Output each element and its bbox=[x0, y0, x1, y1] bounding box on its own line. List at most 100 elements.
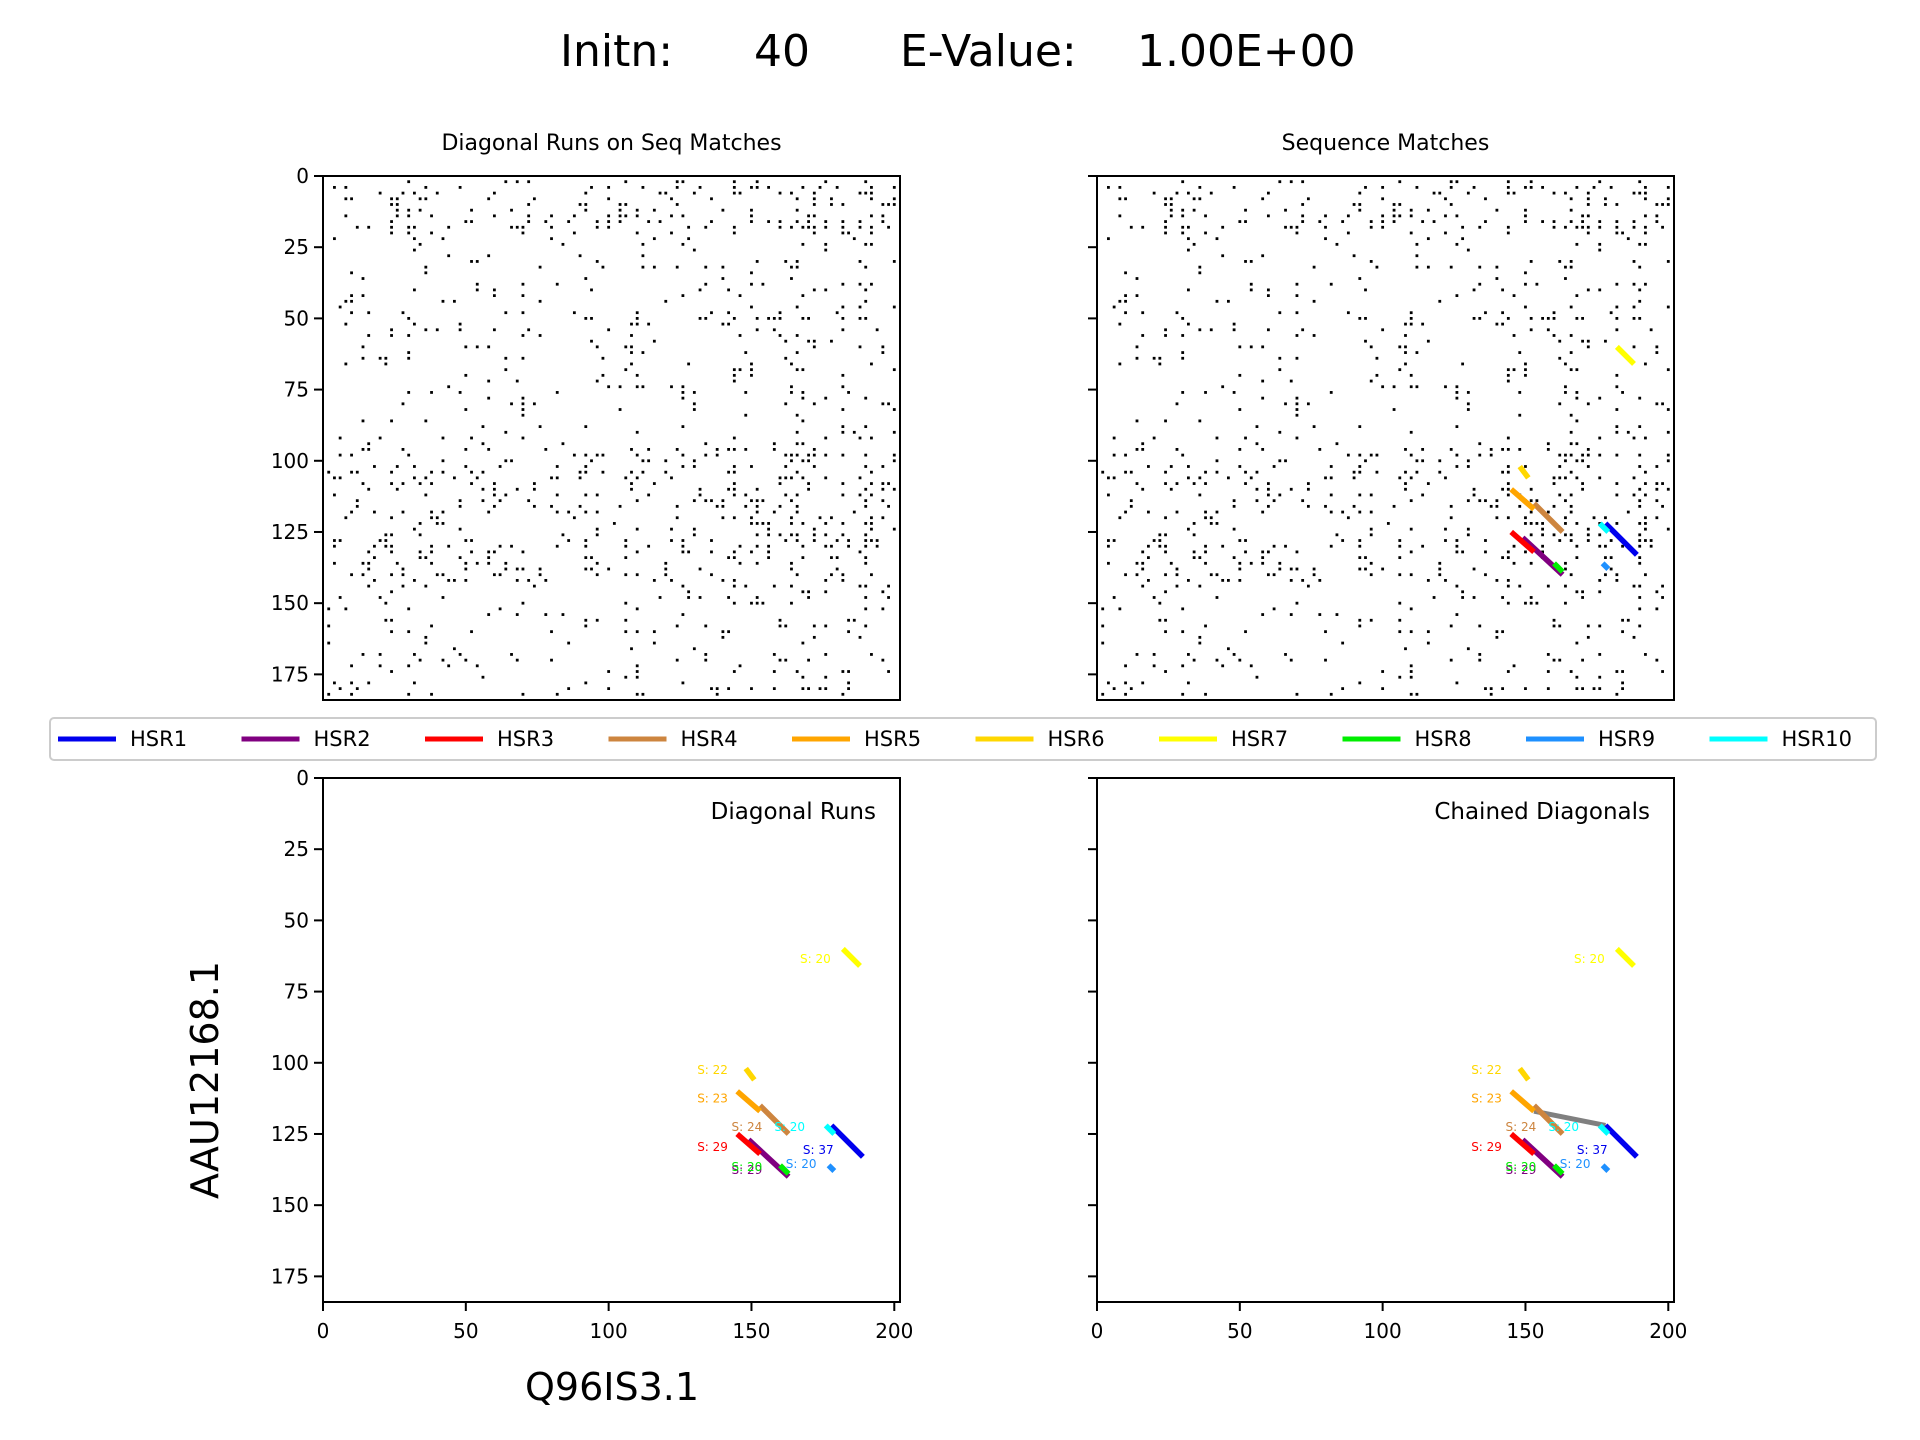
match-dot bbox=[715, 692, 719, 696]
match-dot bbox=[1135, 447, 1139, 451]
match-dot bbox=[1615, 425, 1619, 429]
match-dot bbox=[1655, 220, 1659, 223]
match-dot bbox=[584, 556, 588, 560]
match-dot bbox=[361, 653, 365, 656]
match-dot bbox=[767, 527, 771, 531]
match-dot bbox=[1369, 220, 1373, 223]
match-dot bbox=[1558, 476, 1562, 480]
y-tick-label: 150 bbox=[271, 1193, 309, 1217]
match-dot bbox=[1261, 613, 1265, 616]
match-dot bbox=[1409, 664, 1413, 668]
match-dot bbox=[1449, 180, 1453, 184]
match-dot bbox=[1164, 220, 1167, 223]
match-dot bbox=[864, 544, 868, 548]
match-dot bbox=[1175, 584, 1179, 588]
match-dot bbox=[1415, 470, 1419, 474]
match-dot bbox=[338, 539, 342, 542]
match-dot bbox=[1192, 242, 1196, 246]
match-dot bbox=[1444, 476, 1447, 480]
match-dot bbox=[584, 618, 588, 622]
match-dot bbox=[521, 334, 525, 337]
match-dot bbox=[687, 362, 691, 366]
match-dot bbox=[1261, 550, 1265, 554]
match-dot bbox=[801, 442, 805, 446]
match-dot bbox=[801, 544, 805, 548]
match-dot bbox=[1564, 191, 1567, 195]
match-dot bbox=[670, 197, 673, 201]
match-dot bbox=[1289, 578, 1293, 582]
match-dot bbox=[864, 453, 868, 457]
match-dot bbox=[807, 487, 810, 491]
match-dot bbox=[841, 203, 845, 206]
match-dot bbox=[1381, 328, 1385, 332]
match-dot bbox=[755, 544, 759, 548]
match-dot bbox=[481, 487, 485, 491]
match-dot bbox=[681, 465, 685, 468]
match-dot bbox=[630, 470, 633, 474]
match-dot bbox=[1644, 185, 1647, 189]
match-dot bbox=[1346, 311, 1350, 315]
match-dot bbox=[1506, 225, 1510, 229]
match-dot bbox=[830, 516, 833, 520]
match-dot bbox=[1352, 504, 1356, 508]
match-dot bbox=[635, 670, 639, 673]
match-dot bbox=[841, 328, 845, 332]
match-dot bbox=[1141, 225, 1145, 229]
match-dot bbox=[732, 379, 736, 383]
match-dot bbox=[1529, 533, 1533, 537]
match-dot bbox=[1295, 436, 1299, 440]
match-dot bbox=[384, 544, 388, 548]
match-dot bbox=[1575, 459, 1579, 463]
match-dot bbox=[1586, 339, 1590, 343]
match-dot bbox=[1129, 470, 1133, 474]
match-dot bbox=[401, 584, 405, 588]
match-dot bbox=[761, 601, 765, 605]
match-dot bbox=[1638, 316, 1642, 320]
match-dot bbox=[1541, 185, 1545, 189]
match-dot bbox=[1261, 510, 1265, 514]
match-dot bbox=[384, 539, 388, 542]
match-dot bbox=[824, 624, 828, 628]
match-dot bbox=[1278, 356, 1282, 360]
match-dot bbox=[698, 185, 702, 189]
match-dot bbox=[624, 675, 628, 679]
match-dot bbox=[881, 214, 885, 218]
y-tick-label: 50 bbox=[284, 306, 309, 330]
match-dot bbox=[1569, 208, 1573, 212]
match-dot bbox=[704, 499, 708, 503]
match-dot bbox=[1529, 487, 1533, 491]
match-dot bbox=[1409, 385, 1413, 389]
match-dot bbox=[1546, 687, 1550, 691]
match-dot bbox=[578, 203, 582, 206]
match-dot bbox=[1341, 641, 1345, 645]
match-dot bbox=[1187, 476, 1190, 480]
match-dot bbox=[784, 402, 788, 406]
match-dot bbox=[1187, 191, 1190, 195]
match-dot bbox=[333, 544, 336, 548]
match-dot bbox=[1569, 470, 1573, 474]
match-dot bbox=[824, 544, 828, 548]
match-dot bbox=[1398, 345, 1402, 349]
match-dot bbox=[1306, 402, 1310, 406]
match-dot bbox=[784, 453, 788, 457]
match-dot bbox=[1598, 453, 1602, 457]
match-dot bbox=[710, 573, 713, 577]
match-dot bbox=[1295, 402, 1299, 406]
match-dot bbox=[652, 208, 656, 212]
match-dot bbox=[681, 539, 685, 542]
match-dot bbox=[1175, 311, 1179, 315]
match-dot bbox=[1506, 550, 1510, 554]
match-dot bbox=[1192, 550, 1196, 554]
match-dot bbox=[801, 391, 805, 394]
match-dot bbox=[572, 231, 576, 235]
match-dot bbox=[812, 539, 816, 542]
y-tick-label: 125 bbox=[271, 1122, 309, 1146]
match-dot bbox=[750, 368, 753, 372]
match-dot bbox=[1621, 618, 1624, 622]
match-dot bbox=[795, 493, 799, 497]
match-dot bbox=[1581, 459, 1584, 463]
match-dot bbox=[1512, 561, 1516, 565]
match-dot bbox=[1461, 596, 1465, 599]
segment-hsr3 bbox=[735, 1131, 762, 1156]
